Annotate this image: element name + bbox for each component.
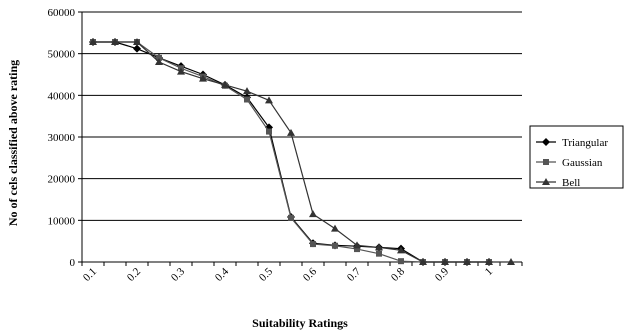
data-point-square	[244, 96, 250, 103]
data-point-triangle	[221, 80, 229, 88]
legend-item-triangular: Triangular	[536, 137, 608, 149]
data-point-triangle	[287, 128, 295, 136]
data-point-triangle	[133, 38, 141, 45]
data-point-square	[310, 241, 316, 248]
data-point-square	[376, 250, 382, 257]
data-point-triangle	[243, 87, 251, 95]
series-triangular	[89, 38, 493, 266]
data-point-triangle	[177, 67, 185, 75]
data-point-triangle	[463, 258, 471, 265]
series-gaussian	[90, 39, 492, 265]
y-tick-label: 40000	[48, 90, 76, 102]
data-point-square	[332, 242, 338, 249]
data-point-triangle	[353, 241, 361, 249]
x-tick-label: 0.6	[301, 265, 320, 284]
x-axis-title: Suitability Ratings	[252, 316, 348, 330]
legend-label: Gaussian	[562, 157, 603, 169]
data-point-square	[156, 54, 162, 61]
x-tick-label: 0.4	[213, 265, 232, 284]
series-bell	[89, 38, 515, 265]
data-point-diamond	[265, 123, 273, 132]
data-point-triangle	[507, 258, 515, 265]
data-point-triangle	[89, 38, 97, 45]
data-point-square	[266, 128, 272, 135]
data-point-triangle	[419, 258, 427, 265]
x-tick-label: 0.1	[81, 266, 99, 284]
series-line	[93, 41, 489, 263]
data-point-diamond	[133, 44, 141, 53]
data-point-triangle	[155, 58, 163, 65]
legend-items: Triangular Gaussian Bell	[536, 137, 608, 189]
y-tick-label: 30000	[48, 132, 76, 144]
data-point-triangle	[111, 38, 119, 45]
data-point-diamond	[542, 138, 550, 146]
x-tick-label: 0.8	[389, 265, 408, 284]
y-axis-ticks: 0 10000 20000 30000 40000 50000 60000	[48, 7, 82, 269]
legend-box	[529, 125, 624, 189]
data-point-square	[288, 214, 294, 221]
y-tick-label: 20000	[48, 174, 76, 186]
x-axis-ticks: 0.1 0.2 0.3 0.4 0.5 0.6 0.7 0.8 0.9 1	[81, 262, 523, 284]
legend: Triangular Gaussian Bell	[529, 125, 624, 189]
x-tick-label: 0.5	[257, 265, 276, 284]
y-axis-title: No of cels classified above rating	[6, 60, 20, 226]
x-tick-label: 0.2	[125, 266, 143, 284]
data-point-triangle	[309, 210, 317, 218]
data-point-triangle	[485, 258, 493, 265]
data-point-square	[354, 246, 360, 253]
y-tick-label: 60000	[48, 7, 76, 19]
legend-label: Triangular	[562, 137, 608, 149]
data-point-square	[543, 159, 549, 165]
y-tick-label: 0	[70, 257, 76, 269]
y-tick-label: 50000	[48, 49, 76, 61]
x-tick-label: 0.9	[433, 265, 452, 284]
data-point-triangle	[441, 258, 449, 265]
x-tick-label: 0.7	[345, 265, 364, 284]
x-tick-label: 1	[483, 266, 495, 278]
legend-item-gaussian: Gaussian	[536, 157, 603, 169]
data-point-triangle	[199, 74, 207, 82]
x-tick-label: 0.3	[169, 265, 188, 284]
series-line	[93, 41, 511, 263]
series-layer	[89, 38, 515, 266]
data-point-triangle	[331, 224, 339, 232]
gridlines	[82, 11, 522, 221]
data-point-triangle	[397, 246, 405, 254]
data-point-triangle	[542, 178, 550, 185]
y-tick-label: 10000	[48, 215, 76, 227]
legend-label: Bell	[562, 177, 580, 189]
data-point-triangle	[375, 243, 383, 251]
data-point-triangle	[265, 96, 273, 104]
data-point-square	[398, 258, 404, 265]
legend-item-bell: Bell	[536, 177, 580, 189]
series-line	[93, 41, 489, 263]
